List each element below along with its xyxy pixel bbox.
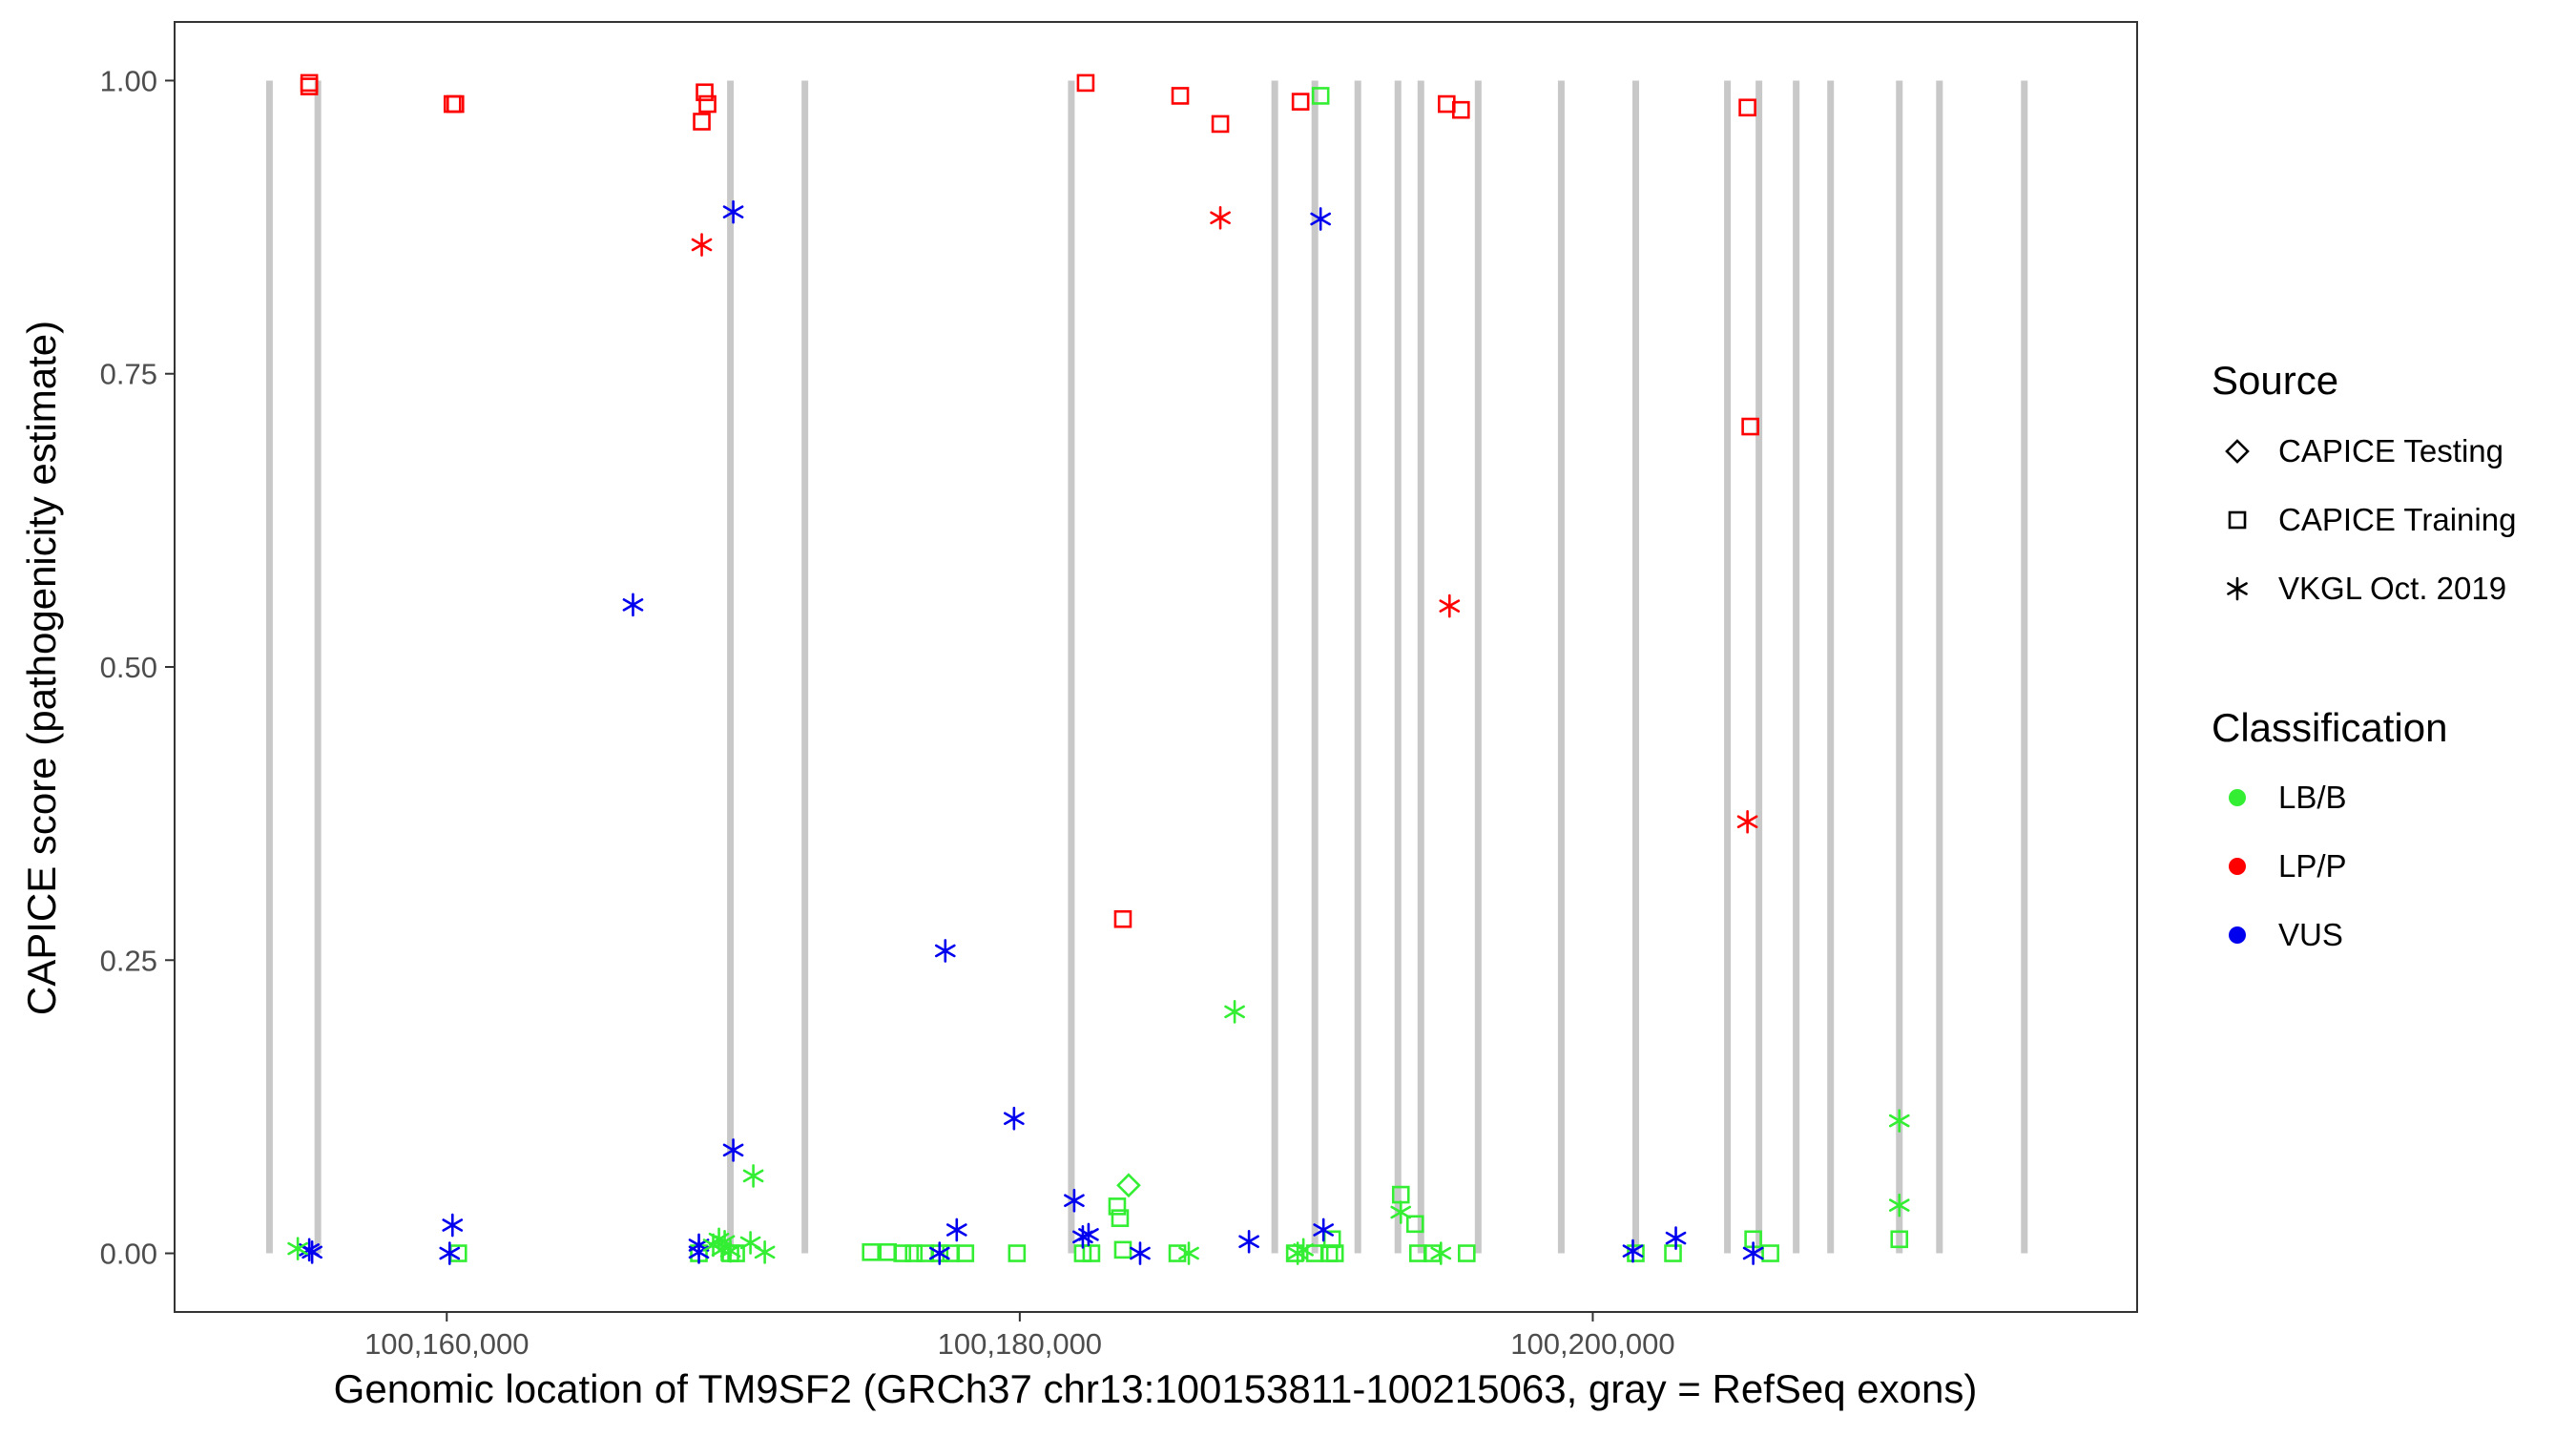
data-point-square-lbb-31 <box>1761 1244 1779 1262</box>
data-point-star-vus-12 <box>1072 1225 1093 1249</box>
data-point-square-lpp-2 <box>300 77 319 95</box>
data-point-star-vus-19 <box>928 1241 950 1265</box>
legend-key-vus <box>2229 926 2246 944</box>
data-point-square-lpp-9 <box>1171 87 1190 105</box>
data-point-square-lbb-5 <box>1108 1197 1127 1216</box>
data-point-square-lpp-10 <box>1211 114 1230 134</box>
y-tick-label: 1.00 <box>100 64 157 97</box>
data-point-square-lbb-18 <box>1008 1244 1027 1262</box>
data-point-star-vus-5 <box>1004 1106 1025 1131</box>
data-point-square-lbb-17 <box>956 1244 975 1262</box>
data-point-square-lpp-14 <box>1738 98 1756 117</box>
y-tick-label: 0.25 <box>100 944 157 977</box>
data-point-square-lpp-8 <box>1076 73 1095 93</box>
data-point-star-vus-1 <box>722 199 744 224</box>
legend-key-star <box>2227 576 2248 601</box>
data-point-star-vus-20 <box>1130 1241 1151 1265</box>
exon-band-layer <box>265 80 2028 1254</box>
data-point-star-vus-3 <box>622 593 644 617</box>
data-point-star-lbb-5 <box>1390 1200 1412 1224</box>
data-point-star-vus-13 <box>1665 1226 1687 1250</box>
data-point-star-lbb-13 <box>719 1238 741 1263</box>
data-point-star-vus-9 <box>945 1217 967 1242</box>
data-point-square-lbb-28 <box>1458 1244 1476 1262</box>
x-tick-label: 100,200,000 <box>1510 1327 1674 1361</box>
data-point-square-lpp-5 <box>696 83 714 102</box>
legend-source-label: VKGL Oct. 2019 <box>2278 571 2506 606</box>
data-point-square-lpp-4 <box>446 94 465 114</box>
legend-key-lbb <box>2229 789 2246 806</box>
data-point-star-lbb-3 <box>742 1164 764 1188</box>
data-point-square-lbb-7 <box>1113 1240 1132 1259</box>
legend-key-diamond <box>2225 439 2250 464</box>
legend-source-label: CAPICE Training <box>2278 502 2516 537</box>
data-point-star-lpp-4 <box>1736 809 1758 834</box>
data-point-square-lbb-20 <box>1082 1244 1101 1262</box>
data-point-square-lbb-13 <box>904 1244 924 1262</box>
data-point-star-vus-2 <box>1310 207 1331 231</box>
data-point-star-vus-4 <box>934 939 956 963</box>
data-point-square-lpp-7 <box>693 113 711 131</box>
data-point-square-lpp-11 <box>1291 93 1310 111</box>
data-point-star-lbb-15 <box>1178 1241 1199 1265</box>
x-axis-title: Genomic location of TM9SF2 (GRCh37 chr13… <box>334 1366 1978 1411</box>
data-point-layer <box>287 73 1910 1265</box>
legend: Source CAPICE Testing CAPICE Training VKGL … <box>2212 358 2516 952</box>
legend-source-label: CAPICE Testing <box>2278 433 2503 468</box>
data-point-star-lpp-3 <box>1439 593 1461 618</box>
data-point-star-vus-21 <box>1622 1238 1644 1263</box>
data-point-star-lpp-2 <box>1210 205 1231 230</box>
data-point-star-lbb-4 <box>1888 1193 1910 1217</box>
data-point-star-lbb-2 <box>1888 1109 1910 1133</box>
data-point-square-lbb-12 <box>893 1244 912 1262</box>
legend-source-title: Source <box>2212 358 2338 403</box>
data-point-star-lbb-1 <box>1224 1000 1245 1024</box>
data-point-square-lbb-30 <box>1664 1244 1682 1262</box>
legend-key-square <box>2228 510 2247 530</box>
y-tick-label: 0.75 <box>100 358 157 391</box>
data-point-square-lpp-15 <box>1741 417 1759 436</box>
data-point-star-lbb-14 <box>754 1240 776 1264</box>
data-point-star-vus-7 <box>1064 1188 1085 1213</box>
x-tick-label: 100,180,000 <box>938 1327 1102 1361</box>
data-point-square-lbb-6 <box>1111 1209 1130 1227</box>
legend-classification-label: VUS <box>2278 917 2343 952</box>
axes: 0.00 0.25 0.50 0.75 1.00 100,160,000 100,180,0… <box>100 64 1675 1361</box>
data-point-star-vus-17 <box>301 1240 322 1264</box>
y-axis-title: CAPICE score (pathogenicity estimate) <box>19 321 64 1015</box>
data-point-star-lbb-16 <box>1287 1241 1308 1265</box>
data-point-diamond-lbb-1 <box>1116 1173 1141 1198</box>
data-point-star-lpp-1 <box>691 233 713 257</box>
y-tick-label: 0.00 <box>100 1238 157 1271</box>
legend-key-lpp <box>2229 858 2246 875</box>
data-point-square-lbb-4 <box>1405 1215 1424 1234</box>
data-point-square-lbb-21 <box>1168 1244 1187 1262</box>
data-point-star-lbb-10 <box>287 1237 308 1260</box>
data-point-star-vus-6 <box>722 1138 744 1162</box>
data-point-square-lpp-6 <box>698 94 717 114</box>
data-point-star-vus-14 <box>1238 1229 1259 1254</box>
data-point-star-vus-8 <box>442 1213 464 1238</box>
legend-classification-label: LP/P <box>2278 848 2347 884</box>
data-point-square-lbb-1 <box>1311 87 1330 105</box>
data-point-square-lpp-13 <box>1452 100 1470 119</box>
data-point-square-lbb-9 <box>1890 1230 1909 1249</box>
data-point-square-lpp-16 <box>1113 909 1132 928</box>
data-point-star-lbb-17 <box>1430 1241 1452 1265</box>
legend-classification-label: LB/B <box>2278 780 2347 815</box>
data-point-star-vus-22 <box>1742 1241 1764 1265</box>
data-point-star-vus-23 <box>439 1241 461 1265</box>
data-point-square-lbb-25 <box>1325 1244 1344 1262</box>
x-tick-label: 100,160,000 <box>364 1327 529 1361</box>
data-point-square-lbb-10 <box>862 1243 881 1261</box>
legend-classification-title: Classification <box>2212 705 2447 750</box>
data-point-star-vus-10 <box>1313 1217 1334 1242</box>
y-tick-label: 0.50 <box>100 651 157 684</box>
